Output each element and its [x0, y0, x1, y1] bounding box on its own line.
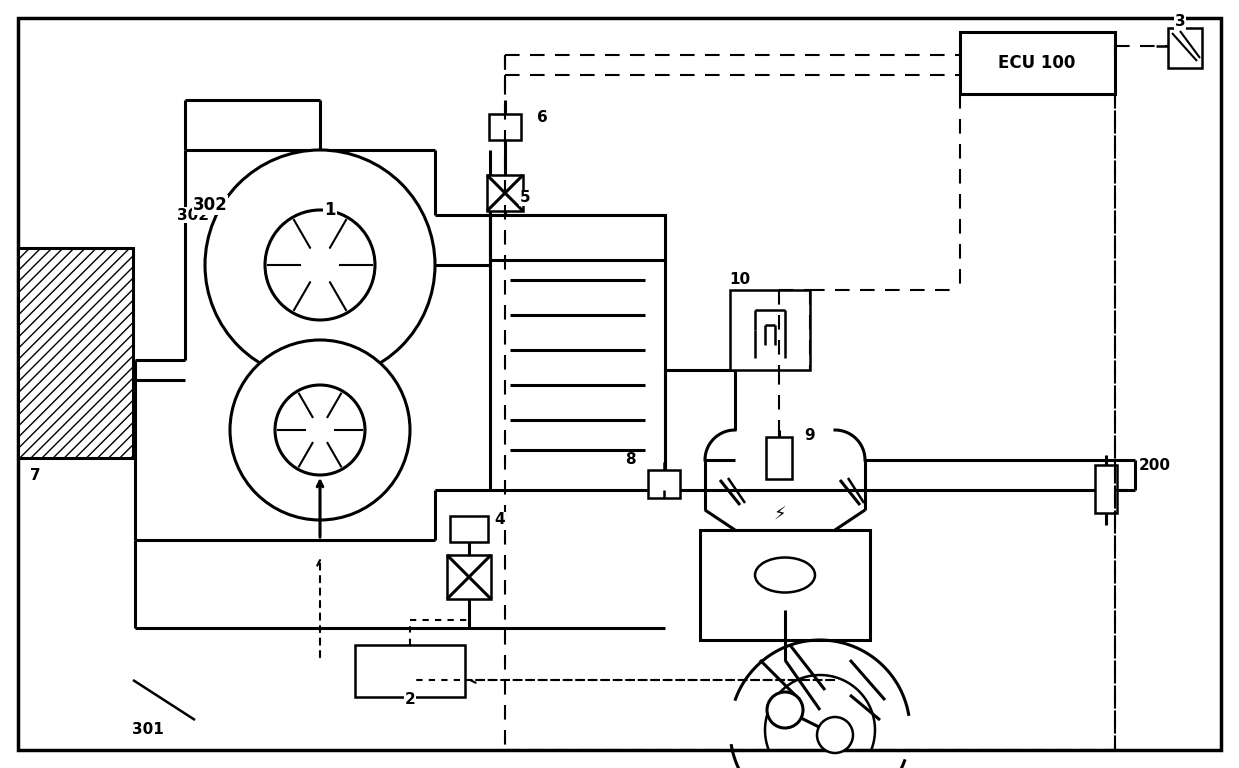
Bar — [489, 114, 522, 140]
Text: 5: 5 — [519, 190, 530, 206]
Text: 9: 9 — [804, 428, 815, 442]
Circle shape — [817, 717, 852, 753]
Ellipse shape — [755, 558, 815, 592]
Bar — [700, 530, 870, 640]
Text: 301: 301 — [133, 723, 164, 737]
Bar — [19, 248, 133, 458]
Text: ECU 100: ECU 100 — [999, 54, 1075, 72]
Text: 2: 2 — [405, 693, 415, 707]
Bar — [356, 645, 465, 697]
Text: ⚡: ⚡ — [773, 506, 787, 524]
Text: 1: 1 — [325, 201, 336, 219]
Text: 7: 7 — [30, 468, 41, 482]
Text: 4: 4 — [494, 512, 506, 528]
Bar — [19, 248, 133, 458]
Bar — [447, 555, 491, 599]
Text: 302: 302 — [192, 196, 228, 214]
Circle shape — [275, 385, 366, 475]
Bar — [766, 437, 792, 479]
Bar — [450, 516, 488, 542]
Bar — [1095, 465, 1118, 513]
Circle shape — [265, 210, 375, 320]
Text: 8: 8 — [624, 452, 636, 468]
Bar — [489, 215, 665, 490]
Text: 3: 3 — [1175, 15, 1186, 29]
Bar — [730, 290, 810, 370]
Text: 200: 200 — [1139, 458, 1171, 472]
Text: 10: 10 — [730, 273, 751, 287]
Circle shape — [767, 692, 803, 728]
Circle shape — [230, 340, 410, 520]
Text: 6: 6 — [536, 111, 548, 125]
Bar — [648, 470, 680, 498]
Bar — [960, 32, 1115, 94]
Bar — [487, 175, 523, 211]
Text: 302: 302 — [177, 207, 209, 223]
Circle shape — [204, 150, 435, 380]
Bar — [489, 215, 665, 260]
Bar — [1168, 28, 1202, 68]
